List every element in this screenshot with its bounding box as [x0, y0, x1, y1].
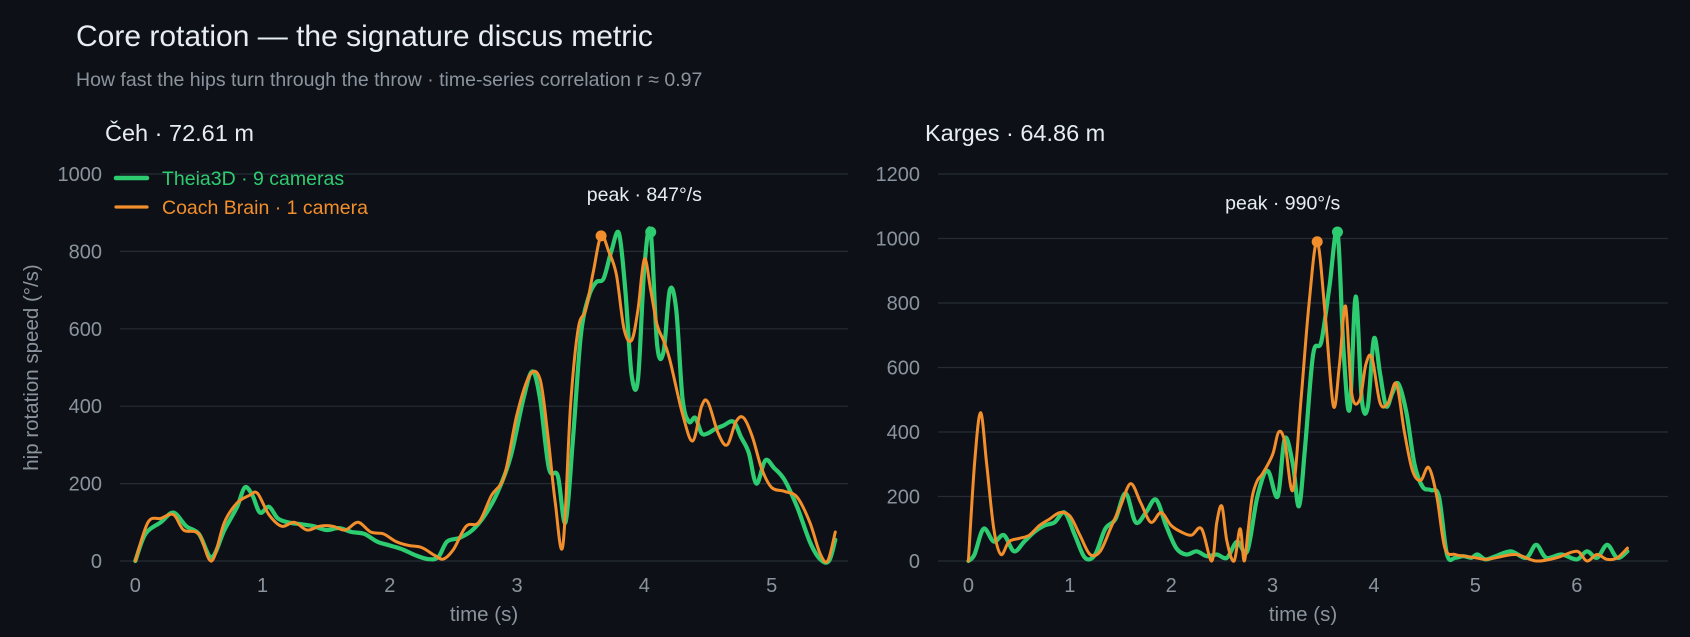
peak-annotation: peak · 847°/s [587, 184, 702, 206]
y-axis-label: hip rotation speed (°/s) [20, 264, 43, 470]
peak-marker-theia3d [1331, 226, 1343, 238]
y-tick-label: 1000 [876, 229, 921, 251]
x-tick-label: 3 [1267, 575, 1278, 597]
panel-title: Čeh · 72.61 m [105, 119, 254, 146]
y-tick-label: 200 [69, 474, 102, 496]
y-tick-label: 1200 [876, 164, 921, 186]
y-tick-label: 200 [887, 487, 920, 509]
x-tick-label: 3 [512, 575, 523, 597]
x-tick-label: 2 [384, 575, 395, 597]
x-tick-label: 2 [1166, 575, 1177, 597]
x-tick-label: 0 [130, 575, 141, 597]
chart-panel-1: 0 200 400 600 800 1000 0 1 2 3 4 5 time (s) hip rotat… [20, 119, 848, 626]
y-tick-label: 400 [69, 396, 102, 418]
peak-marker-coach-brain [1311, 236, 1323, 248]
series-line-theia3d [133, 226, 838, 565]
series-line-coach-brain [133, 233, 837, 564]
legend-entry: Coach Brain · 1 camera [162, 197, 368, 219]
y-tick-label: 600 [887, 358, 920, 380]
y-tick-label: 800 [887, 293, 920, 315]
y-tick-label: 400 [887, 422, 920, 444]
peak-marker-coach-brain [595, 230, 607, 242]
x-tick-label: 4 [1368, 575, 1379, 597]
legend: Theia3D · 9 cameras Coach Brain · 1 camer… [113, 168, 368, 219]
x-tick-label: 0 [963, 575, 974, 597]
y-tick-label: 1000 [58, 164, 103, 186]
x-tick-label: 4 [639, 575, 650, 597]
x-tick-label: 5 [766, 575, 777, 597]
x-tick-label: 6 [1571, 575, 1582, 597]
y-tick-label: 800 [69, 241, 102, 263]
figure-subtitle: How fast the hips turn through the throw… [76, 69, 703, 91]
peak-annotation: peak · 990°/s [1225, 192, 1340, 214]
y-tick-label: 0 [91, 551, 102, 573]
legend-entry: Theia3D · 9 cameras [162, 168, 344, 190]
figure-title: Core rotation — the signature discus met… [76, 20, 653, 53]
series-line-coach-brain [966, 240, 1629, 563]
x-tick-label: 1 [257, 575, 268, 597]
y-tick-label: 600 [69, 319, 102, 341]
x-axis-label: time (s) [1269, 603, 1337, 626]
series-line-theia3d [966, 228, 1630, 564]
peak-marker-theia3d [645, 226, 657, 238]
x-tick-label: 1 [1064, 575, 1075, 597]
x-tick-label: 5 [1470, 575, 1481, 597]
x-axis-label: time (s) [450, 603, 518, 626]
panel-title: Karges · 64.86 m [925, 120, 1105, 146]
chart-panel-2: 0 200 400 600 800 1000 1200 0 1 2 3 4 5 6 time (s) Karg… [876, 120, 1668, 626]
y-tick-label: 0 [909, 551, 920, 573]
